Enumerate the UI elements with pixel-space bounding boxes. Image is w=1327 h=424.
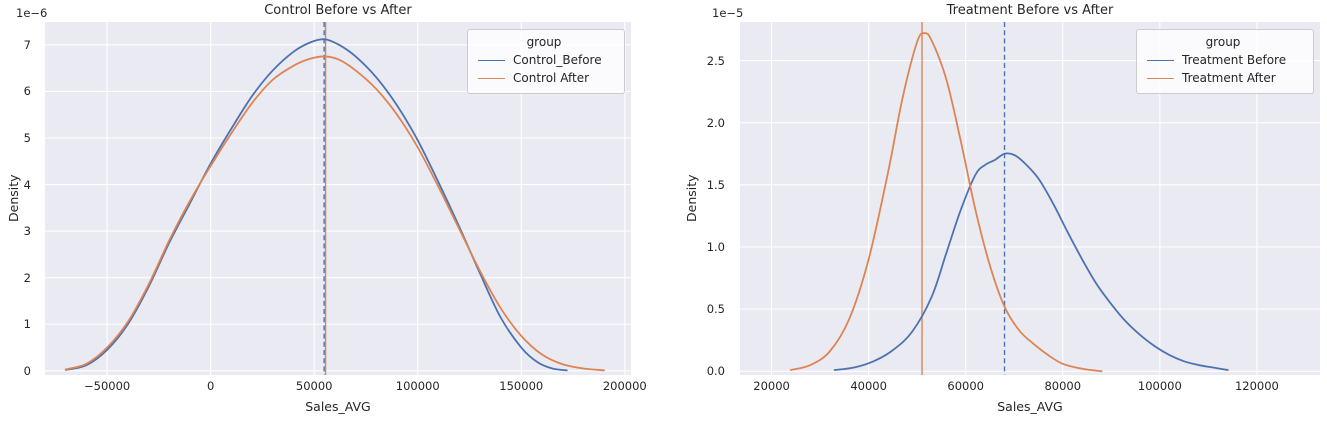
legend-label-control-after: Control After <box>513 71 590 85</box>
y-tick-label: 7 <box>23 37 31 52</box>
kde-curve-control-after <box>64 55 605 372</box>
x-tick-label: 40000 <box>850 379 887 393</box>
x-tick-label: 150000 <box>499 379 544 393</box>
x-tick-label: 80000 <box>1044 379 1082 393</box>
legend-line-swatch-control-before <box>478 59 505 61</box>
kde-curve-treatment-before <box>833 152 1229 371</box>
legend-line-swatch-control-after <box>478 77 505 79</box>
y-tick-label: 2.0 <box>706 115 725 130</box>
legend-label-control-before: Control_Before <box>513 53 602 67</box>
kde-curve-treatment-after <box>790 32 1103 373</box>
legend-item-control-before: Control_Before <box>478 53 610 67</box>
x-tick-label: 100000 <box>1137 379 1182 393</box>
x-tick-label: −50000 <box>83 379 131 393</box>
plot-area-control: group Control_Before Control After <box>45 22 631 375</box>
treatment-figure: Treatment Before vs After 1e−5 Density g… <box>672 0 1327 424</box>
x-tick-labels-control: −50000 0 50000 100000 150000 200000 <box>45 377 647 395</box>
x-tick-label: 120000 <box>1234 379 1279 393</box>
x-tick-label: 100000 <box>395 379 440 393</box>
kde-curve-control-before <box>64 38 568 372</box>
x-tick-label: 200000 <box>602 379 647 393</box>
legend-label-treatment-after: Treatment After <box>1182 71 1276 85</box>
legend-line-swatch-treatment-before <box>1147 59 1174 61</box>
x-tick-label: 0 <box>206 379 215 393</box>
control-figure: Control Before vs After 1e−6 Density gro… <box>0 0 660 424</box>
x-tick-label: 20000 <box>753 379 790 393</box>
x-axis-label-control: Sales_AVG <box>305 399 371 414</box>
legend-title-control: group <box>526 35 562 49</box>
legend-control: group Control_Before Control After <box>467 29 625 94</box>
chart-title-control: Control Before vs After <box>264 3 412 18</box>
y-tick-label: 1 <box>23 317 31 332</box>
y-tick-labels-treatment: 0.0 0.5 1.0 1.5 2.0 2.5 <box>672 22 732 379</box>
y-tick-label: 0.0 <box>706 364 725 379</box>
legend-title-treatment: group <box>1205 35 1241 49</box>
y-tick-label: 5 <box>23 130 31 145</box>
x-tick-label: 60000 <box>947 379 984 393</box>
plot-area-treatment: group Treatment Before Treatment After <box>740 22 1320 375</box>
legend-label-treatment-before: Treatment Before <box>1182 53 1287 67</box>
y-tick-label: 0 <box>23 363 31 378</box>
x-axis-label-treatment: Sales_AVG <box>997 399 1063 414</box>
y-axis-offset-text-control: 1e−6 <box>16 6 48 20</box>
y-axis-offset-text-treatment: 1e−5 <box>712 6 744 20</box>
x-tick-labels-treatment: 20000 40000 60000 80000 100000 120000 <box>740 377 1320 395</box>
y-tick-labels-control: 0 1 2 3 4 5 6 7 <box>0 22 38 378</box>
y-tick-label: 1.5 <box>706 177 725 192</box>
x-tick-label: 50000 <box>295 379 333 393</box>
legend-line-swatch-treatment-after <box>1147 77 1174 79</box>
legend-treatment: group Treatment Before Treatment After <box>1136 29 1314 94</box>
y-tick-label: 2 <box>23 270 31 285</box>
y-tick-label: 3 <box>23 224 31 239</box>
legend-item-treatment-after: Treatment After <box>1147 71 1299 85</box>
y-tick-label: 1.0 <box>706 239 725 254</box>
y-tick-label: 0.5 <box>706 302 725 317</box>
y-tick-label: 6 <box>23 84 31 99</box>
legend-item-control-after: Control After <box>478 71 610 85</box>
chart-title-treatment: Treatment Before vs After <box>946 3 1114 18</box>
legend-item-treatment-before: Treatment Before <box>1147 53 1299 67</box>
y-tick-label: 4 <box>23 177 31 192</box>
y-tick-label: 2.5 <box>706 53 725 68</box>
